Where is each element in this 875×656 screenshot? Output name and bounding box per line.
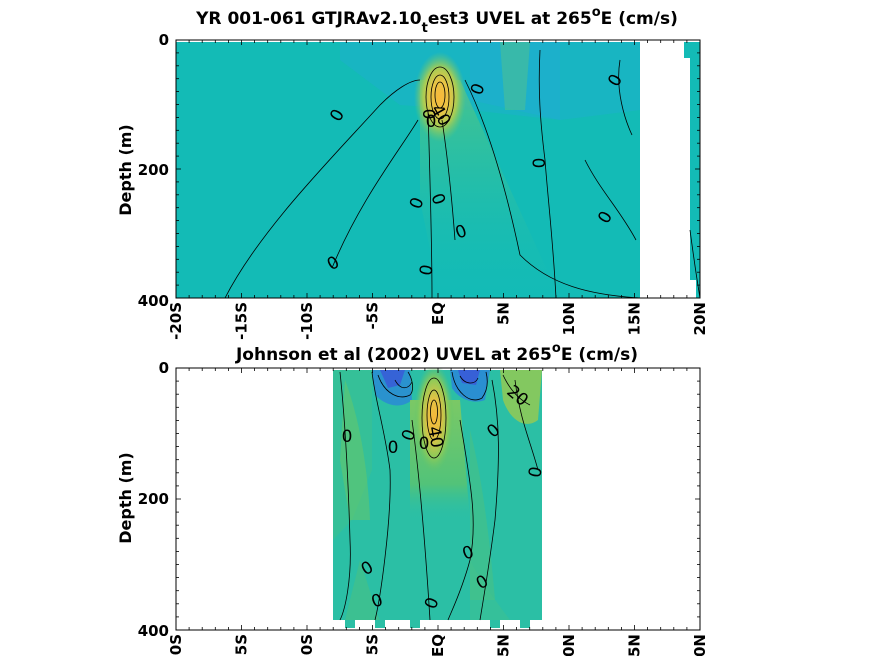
- bottom-x-tick-label: 5N: [495, 634, 513, 656]
- bottom-x-ticks: -20S -15S -10S -5S EQ 5N 10N 15N 20N: [167, 634, 709, 656]
- top-contour-label: 0: [418, 109, 438, 120]
- top-x-tick-label: 20N: [691, 302, 709, 335]
- bottom-contours: [339, 371, 539, 621]
- bottom-y-ticks: 0 200 400: [138, 359, 169, 640]
- bottom-x-tick-label: -5S: [364, 634, 382, 656]
- top-x-tick-label: -20S: [167, 302, 185, 340]
- bottom-panel-title: Johnson et al (2002) UVEL at 265oE (cm/s…: [235, 341, 638, 365]
- bottom-x-tick-label: 15N: [626, 634, 644, 656]
- top-panel: YR 001-061 GTJRAv2.10test3 UVEL at 265oE…: [116, 5, 709, 340]
- bottom-field-core: [414, 368, 454, 473]
- top-field-core: [414, 52, 466, 142]
- top-x-tick-label: 10N: [560, 302, 578, 335]
- top-field-blue-band: [470, 42, 560, 120]
- bottom-y-tick-label: 200: [138, 490, 169, 508]
- top-contour-label: 0: [530, 158, 550, 169]
- top-contour-label: 0: [426, 112, 437, 132]
- top-y-tick-label: 200: [138, 161, 169, 179]
- top-x-ticks: -20S -15S -10S -5S EQ 5N 10N 15N 20N: [167, 302, 709, 340]
- bottom-panel: Johnson et al (2002) UVEL at 265oE (cm/s…: [116, 341, 709, 656]
- top-field-east-strip: [684, 42, 700, 298]
- top-x-tick-label: 5N: [495, 302, 513, 325]
- top-y-tick-label: 0: [159, 31, 169, 49]
- bottom-field: [333, 368, 542, 628]
- bottom-contour-label: 0: [388, 438, 399, 458]
- top-x-tick-label: -5S: [364, 302, 382, 329]
- bottom-field-blue-east: [450, 370, 490, 402]
- top-contours: [224, 49, 700, 298]
- bottom-x-tick-label: 10N: [560, 634, 578, 656]
- top-tick-marks: [175, 39, 701, 299]
- bottom-tick-marks: [175, 367, 701, 631]
- bottom-x-tick-label: -15S: [233, 634, 251, 656]
- bottom-field-green-east: [500, 370, 542, 424]
- bottom-x-tick-label: -10S: [298, 634, 316, 656]
- top-field: [176, 42, 700, 298]
- bottom-y-tick-label: 0: [159, 359, 169, 377]
- top-field-mask-2: [640, 42, 684, 298]
- top-x-tick-label: -10S: [298, 302, 316, 340]
- top-y-ticks: 0 200 400: [138, 31, 169, 310]
- bottom-x-tick-label: -20S: [167, 634, 185, 656]
- top-y-tick-label: 400: [138, 292, 169, 310]
- bottom-ylabel: Depth (m): [116, 452, 135, 544]
- bottom-contour-label: 0: [525, 465, 547, 479]
- top-field-jet: [420, 80, 560, 298]
- bottom-contour-label: 0: [342, 427, 353, 447]
- bottom-contour-label: 0: [419, 434, 430, 454]
- bottom-y-tick-label: 400: [138, 622, 169, 640]
- top-contour-label: 0: [416, 263, 438, 277]
- bottom-x-tick-label: 20N: [691, 634, 709, 656]
- top-x-tick-label: -15S: [233, 302, 251, 340]
- top-ylabel: Depth (m): [116, 124, 135, 216]
- top-x-tick-label: EQ: [429, 302, 447, 325]
- bottom-contour-label: 40: [423, 425, 446, 450]
- top-field-green-surface: [500, 42, 530, 110]
- top-panel-title: YR 001-061 GTJRAv2.10test3 UVEL at 265oE…: [195, 5, 678, 36]
- top-x-tick-label: 15N: [626, 302, 644, 335]
- bottom-x-tick-label: EQ: [429, 634, 447, 656]
